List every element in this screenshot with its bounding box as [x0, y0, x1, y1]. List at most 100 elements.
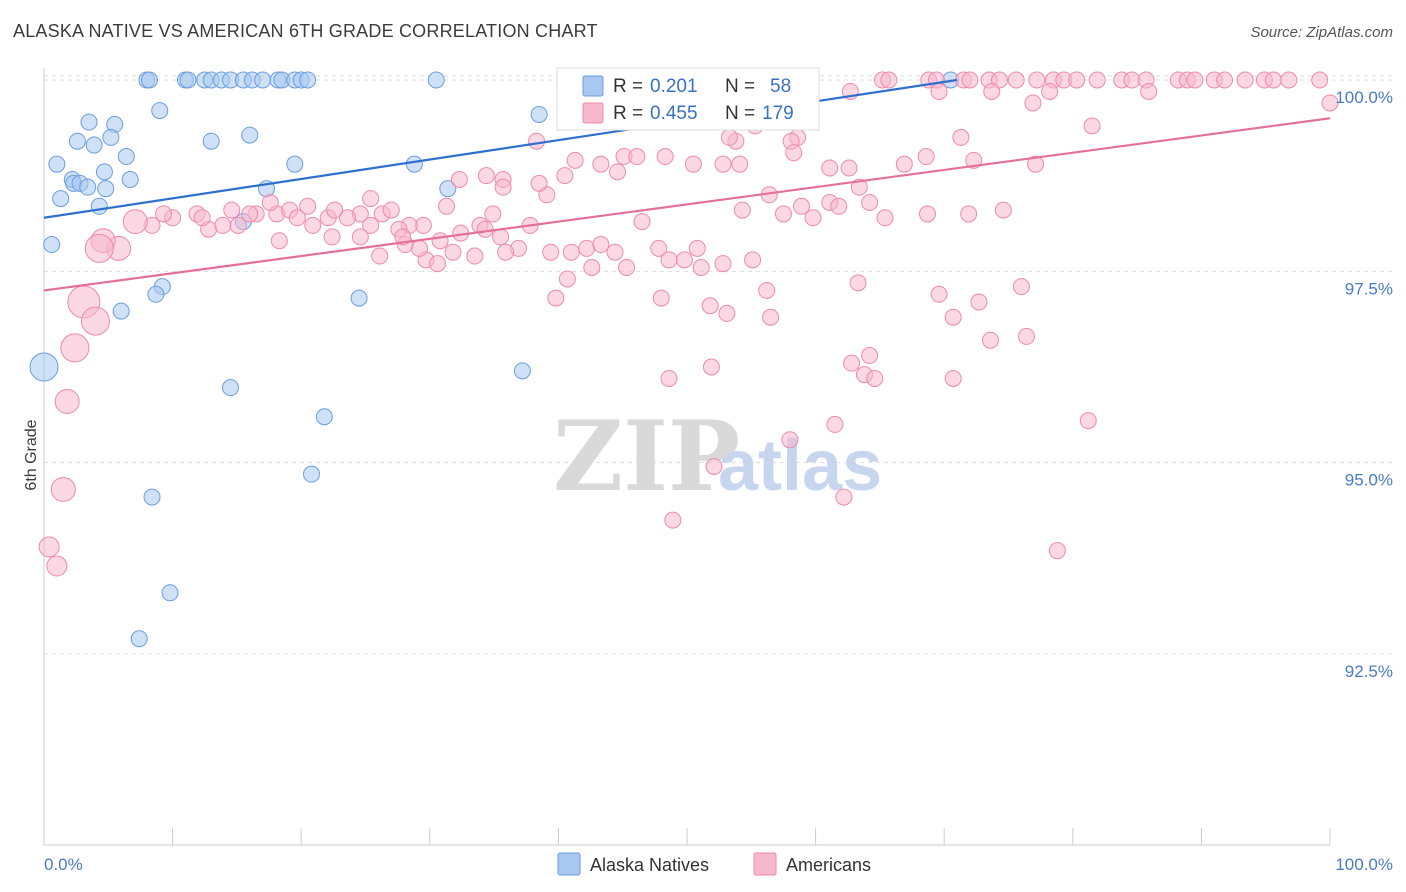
alaska-natives-point	[90, 197, 108, 215]
alaska-natives-point	[68, 132, 86, 150]
americans-legend-swatch	[753, 852, 777, 876]
americans-point	[733, 201, 751, 219]
x-tick-label: 100.0%	[1335, 855, 1393, 874]
americans-point	[714, 255, 732, 273]
alaska-natives-legend-label: Alaska Natives	[590, 855, 709, 875]
americans-point	[542, 243, 560, 261]
americans-point	[774, 205, 792, 223]
alaska-natives-point	[530, 105, 548, 123]
americans-point	[431, 232, 449, 250]
americans-point	[382, 201, 400, 219]
americans-point	[444, 243, 462, 261]
y-axis-title: 6th Grade	[23, 419, 40, 490]
americans-point	[1079, 412, 1097, 430]
watermark: ZIP atlas	[553, 400, 882, 513]
americans-point	[664, 511, 682, 529]
americans-point	[484, 205, 502, 223]
americans-point	[304, 216, 322, 234]
y-tick-label: 92.5%	[1345, 662, 1393, 681]
source-label: Source: ZipAtlas.com	[1250, 24, 1393, 41]
americans-point	[744, 251, 762, 269]
alaska-natives-point	[143, 488, 161, 506]
americans-point	[804, 209, 822, 227]
americans-point	[688, 239, 706, 257]
americans-point	[270, 232, 288, 250]
americans-point	[826, 415, 844, 433]
americans-point	[843, 354, 861, 372]
watermark-atlas: atlas	[718, 426, 882, 506]
americans-point	[930, 82, 948, 100]
americans-point	[1186, 71, 1204, 89]
americans-points	[38, 71, 1339, 577]
alaska-natives-points	[29, 71, 960, 648]
y-tick-label: 97.5%	[1345, 279, 1393, 298]
americans-point	[477, 167, 495, 185]
alaska-natives-point	[52, 190, 70, 208]
americans-point	[38, 536, 60, 558]
americans-point	[718, 304, 736, 322]
americans-point	[609, 163, 627, 181]
chart-title: ALASKA NATIVE VS AMERICAN 6TH GRADE CORR…	[13, 21, 598, 41]
alaska-natives-point	[29, 352, 59, 382]
americans-point	[1068, 71, 1086, 89]
americans-point	[720, 128, 738, 146]
alaska-natives-point	[405, 155, 423, 173]
americans-point	[983, 82, 1001, 100]
americans-point	[547, 289, 565, 307]
americans-point	[566, 151, 584, 169]
americans-legend-label: Americans	[786, 855, 871, 875]
americans-point	[762, 308, 780, 326]
americans-point	[429, 255, 447, 273]
americans-point	[792, 197, 810, 215]
americans-point	[961, 71, 979, 89]
americans-point	[494, 178, 512, 196]
americans-point	[155, 205, 173, 223]
americans-point	[438, 197, 456, 215]
americans-point	[1140, 82, 1158, 100]
americans-point	[193, 209, 211, 227]
stats-legend: R = 0.201 N = 58 R = 0.455 N = 179	[556, 67, 820, 131]
americans-point	[466, 247, 484, 265]
americans-point	[1088, 71, 1106, 89]
americans-point	[288, 209, 306, 227]
americans-trendline	[43, 117, 1331, 292]
americans-point	[861, 347, 879, 365]
alaska-natives-point	[121, 170, 139, 188]
americans-point	[701, 297, 719, 315]
alaska-natives-point	[97, 180, 115, 198]
americans-point	[326, 201, 344, 219]
americans-point	[821, 159, 839, 177]
americans-point	[214, 216, 232, 234]
americans-point	[660, 369, 678, 387]
americans-point	[84, 233, 114, 263]
americans-point	[241, 205, 259, 223]
americans-point	[660, 251, 678, 269]
americans-point	[705, 457, 723, 475]
americans-point	[592, 236, 610, 254]
americans-point	[731, 155, 749, 173]
alaska-natives-point	[350, 289, 368, 307]
americans-point	[692, 259, 710, 277]
americans-point	[714, 155, 732, 173]
alaska-natives-point	[427, 71, 445, 89]
alaska-natives-point	[286, 155, 304, 173]
americans-point	[675, 251, 693, 269]
americans-point	[633, 213, 651, 231]
americans-point	[338, 209, 356, 227]
americans-point	[944, 369, 962, 387]
americans-point	[702, 358, 720, 376]
americans-point	[840, 159, 858, 177]
americans-point	[650, 239, 668, 257]
alaska-natives-point	[299, 71, 317, 89]
alaska-natives-point	[254, 71, 272, 89]
americans-point	[970, 293, 988, 311]
alaska-natives-point	[202, 132, 220, 150]
series-legend: Alaska Natives Americans	[557, 852, 871, 876]
alaska-natives-point	[513, 362, 531, 380]
alaska-natives-point	[147, 285, 165, 303]
americans-point	[562, 243, 580, 261]
americans-r-value: 0.455	[650, 103, 698, 124]
legend-r-label: R =	[613, 76, 643, 97]
americans-point	[835, 488, 853, 506]
americans-point	[450, 170, 468, 188]
